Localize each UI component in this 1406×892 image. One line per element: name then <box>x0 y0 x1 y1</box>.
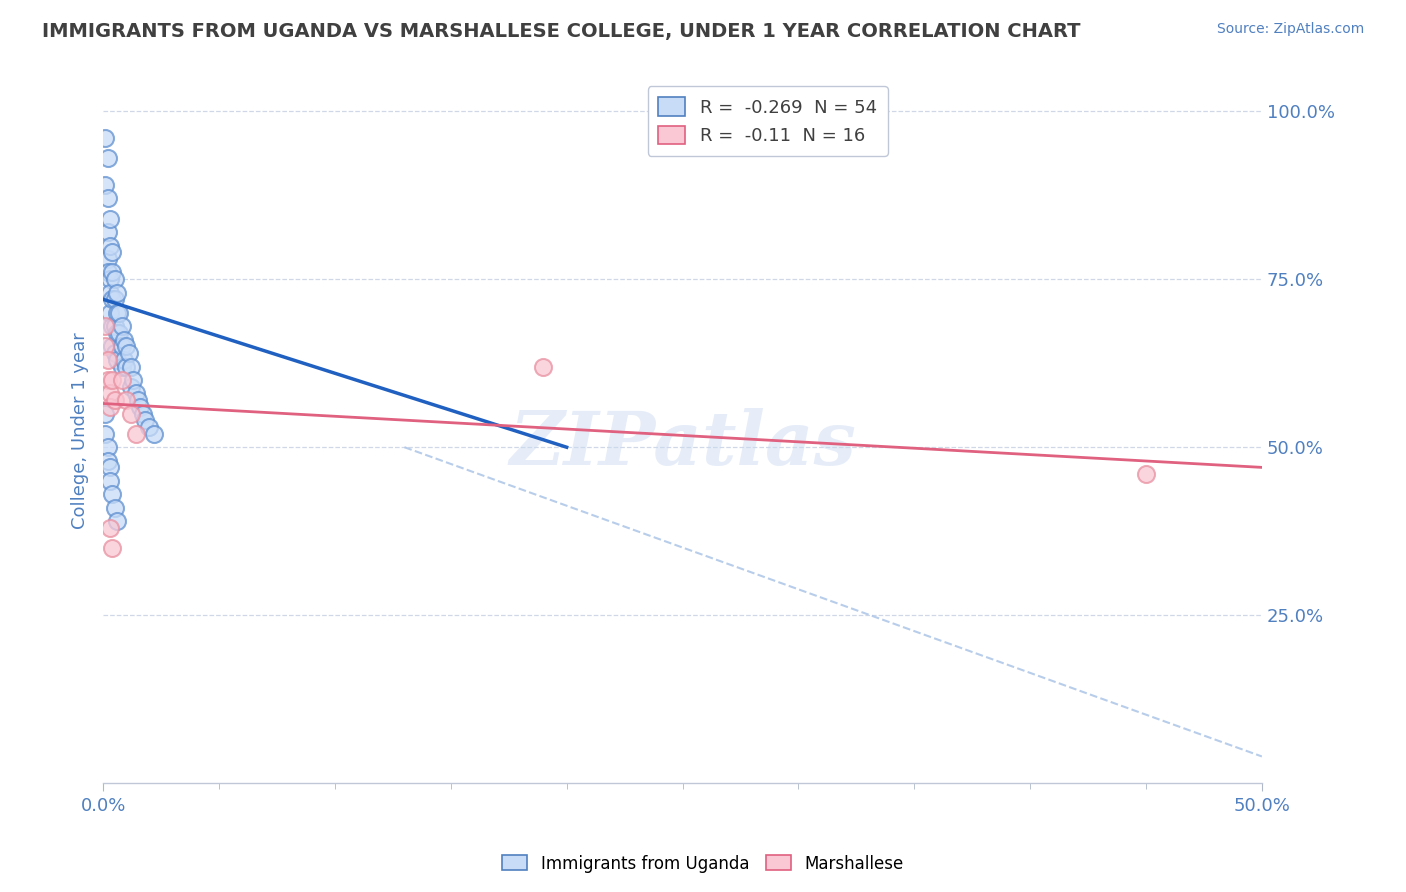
Point <box>101 245 124 260</box>
Point <box>98 474 121 488</box>
Point <box>97 265 120 279</box>
Point <box>111 319 134 334</box>
Point <box>98 306 121 320</box>
Point <box>129 400 152 414</box>
Point <box>112 352 135 367</box>
Point <box>138 420 160 434</box>
Text: ZIPatlas: ZIPatlas <box>509 409 856 481</box>
Point <box>101 265 124 279</box>
Point <box>94 426 117 441</box>
Point <box>111 359 134 374</box>
Legend: R =  -0.269  N = 54, R =  -0.11  N = 16: R = -0.269 N = 54, R = -0.11 N = 16 <box>648 87 887 156</box>
Point <box>101 319 124 334</box>
Point <box>108 306 131 320</box>
Point <box>104 293 127 307</box>
Point <box>97 453 120 467</box>
Point <box>120 407 142 421</box>
Point <box>111 339 134 353</box>
Point <box>120 359 142 374</box>
Point <box>105 326 128 340</box>
Point <box>97 225 120 239</box>
Point <box>97 373 120 387</box>
Point <box>101 293 124 307</box>
Point <box>105 352 128 367</box>
Y-axis label: College, Under 1 year: College, Under 1 year <box>72 332 89 529</box>
Point <box>124 386 146 401</box>
Point <box>97 352 120 367</box>
Point <box>105 306 128 320</box>
Point <box>111 373 134 387</box>
Point <box>98 272 121 286</box>
Point <box>112 333 135 347</box>
Point <box>127 393 149 408</box>
Point <box>1135 467 1157 482</box>
Text: Source: ZipAtlas.com: Source: ZipAtlas.com <box>1216 22 1364 37</box>
Point <box>94 339 117 353</box>
Point <box>94 407 117 421</box>
Point <box>104 272 127 286</box>
Point <box>98 238 121 252</box>
Point <box>120 380 142 394</box>
Point <box>143 426 166 441</box>
Point <box>104 319 127 334</box>
Point <box>117 346 139 360</box>
Point <box>98 400 121 414</box>
Point <box>101 487 124 501</box>
Legend: Immigrants from Uganda, Marshallese: Immigrants from Uganda, Marshallese <box>496 848 910 880</box>
Point <box>101 339 124 353</box>
Point <box>97 252 120 266</box>
Point <box>98 386 121 401</box>
Text: IMMIGRANTS FROM UGANDA VS MARSHALLESE COLLEGE, UNDER 1 YEAR CORRELATION CHART: IMMIGRANTS FROM UGANDA VS MARSHALLESE CO… <box>42 22 1081 41</box>
Point <box>105 285 128 300</box>
Point <box>533 359 555 374</box>
Point <box>115 359 138 374</box>
Point <box>104 393 127 408</box>
Point <box>94 319 117 334</box>
Point <box>134 413 156 427</box>
Point <box>101 541 124 555</box>
Point <box>101 373 124 387</box>
Point <box>115 339 138 353</box>
Point <box>104 346 127 360</box>
Point <box>98 521 121 535</box>
Point <box>124 426 146 441</box>
Point <box>98 460 121 475</box>
Point <box>98 211 121 226</box>
Point <box>131 407 153 421</box>
Point <box>97 151 120 165</box>
Point <box>122 373 145 387</box>
Point <box>94 178 117 192</box>
Point <box>104 500 127 515</box>
Point <box>105 514 128 528</box>
Point <box>108 326 131 340</box>
Point <box>98 285 121 300</box>
Point <box>115 393 138 408</box>
Point <box>97 191 120 205</box>
Point <box>97 440 120 454</box>
Point <box>94 131 117 145</box>
